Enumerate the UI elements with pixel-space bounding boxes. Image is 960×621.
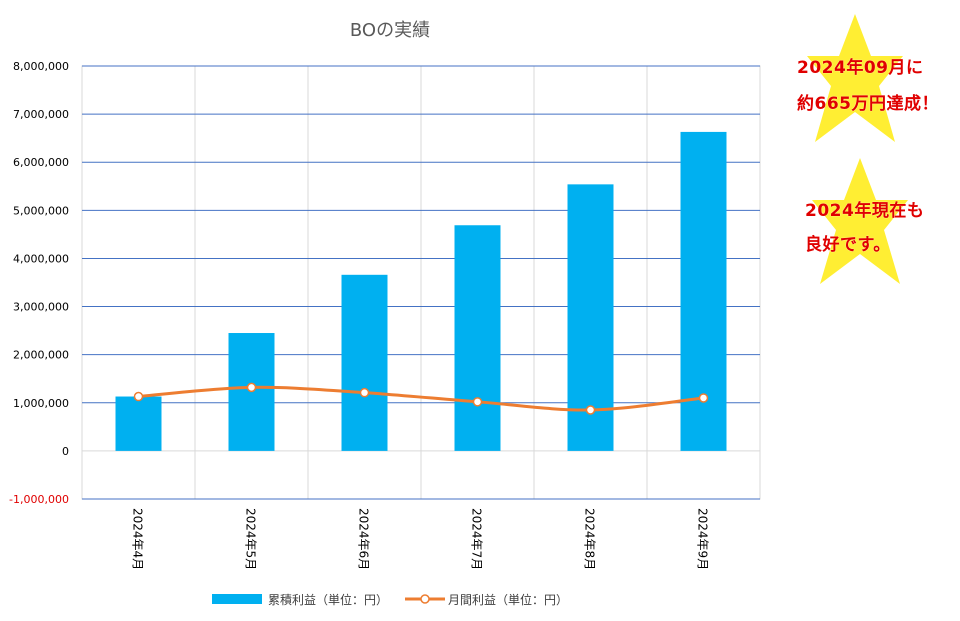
line-point (133, 391, 144, 402)
legend-label-monthly: 月間利益（単位：円） (448, 592, 568, 607)
bar (680, 131, 727, 451)
y-tick-label: 4,000,000 (13, 252, 69, 265)
line-point (698, 393, 709, 403)
bar (454, 225, 501, 451)
y-tick-label: 1,000,000 (13, 397, 69, 410)
x-tick-label: 2024年4月 (131, 508, 145, 570)
y-tick-label: 3,000,000 (13, 301, 69, 314)
chart-title: BOの実績 (349, 20, 431, 41)
x-tick-label: 2024年9月 (696, 508, 710, 570)
legend: 累積利益（単位：円） 月間利益（単位：円） (212, 592, 568, 607)
y-tick-label: -1,000,000 (9, 493, 69, 506)
line-series-path (138, 385, 704, 412)
y-tick-label: 2,000,000 (13, 349, 69, 362)
bar (341, 274, 388, 451)
star-1-text-line2: 約665万円達成！ (797, 94, 939, 114)
x-tick-label: 2024年6月 (357, 508, 371, 570)
x-tick-label: 2024年7月 (470, 508, 484, 570)
star-1-text-line1: 2024年09月に (797, 58, 924, 78)
line-point (585, 405, 596, 415)
legend-line-marker (420, 594, 430, 604)
star-badge-2 (812, 158, 908, 284)
y-tick-label: 0 (62, 445, 69, 458)
star-shape-2 (812, 158, 908, 284)
x-tick-label: 2024年8月 (583, 508, 597, 570)
y-tick-label: 7,000,000 (13, 108, 69, 121)
y-tick-label: 8,000,000 (13, 60, 69, 73)
x-tick-label: 2024年5月 (244, 508, 258, 570)
line-point (246, 382, 257, 393)
star-2-text-line1: 2024年現在も (805, 201, 925, 221)
bar (115, 396, 162, 451)
y-tick-label: 5,000,000 (13, 204, 69, 217)
y-tick-label: 6,000,000 (13, 156, 69, 169)
line-point (359, 387, 370, 398)
legend-label-cumulative: 累積利益（単位：円） (268, 592, 388, 607)
star-shape-1 (807, 14, 903, 142)
line-point (472, 397, 483, 407)
legend-bar-swatch (212, 594, 262, 604)
star-2-text-line2: 良好です。 (805, 235, 891, 255)
star-badge-1 (807, 14, 903, 142)
